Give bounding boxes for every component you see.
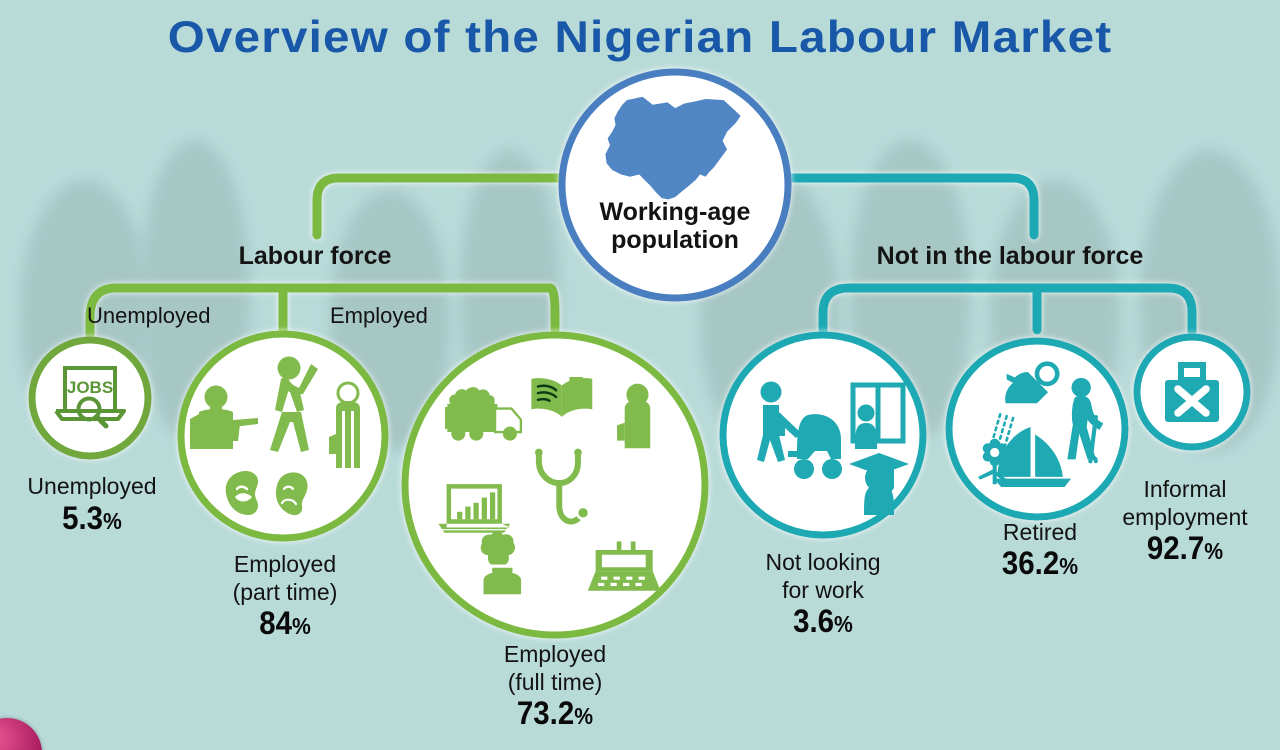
svg-text:JOBS: JOBS: [67, 378, 113, 397]
